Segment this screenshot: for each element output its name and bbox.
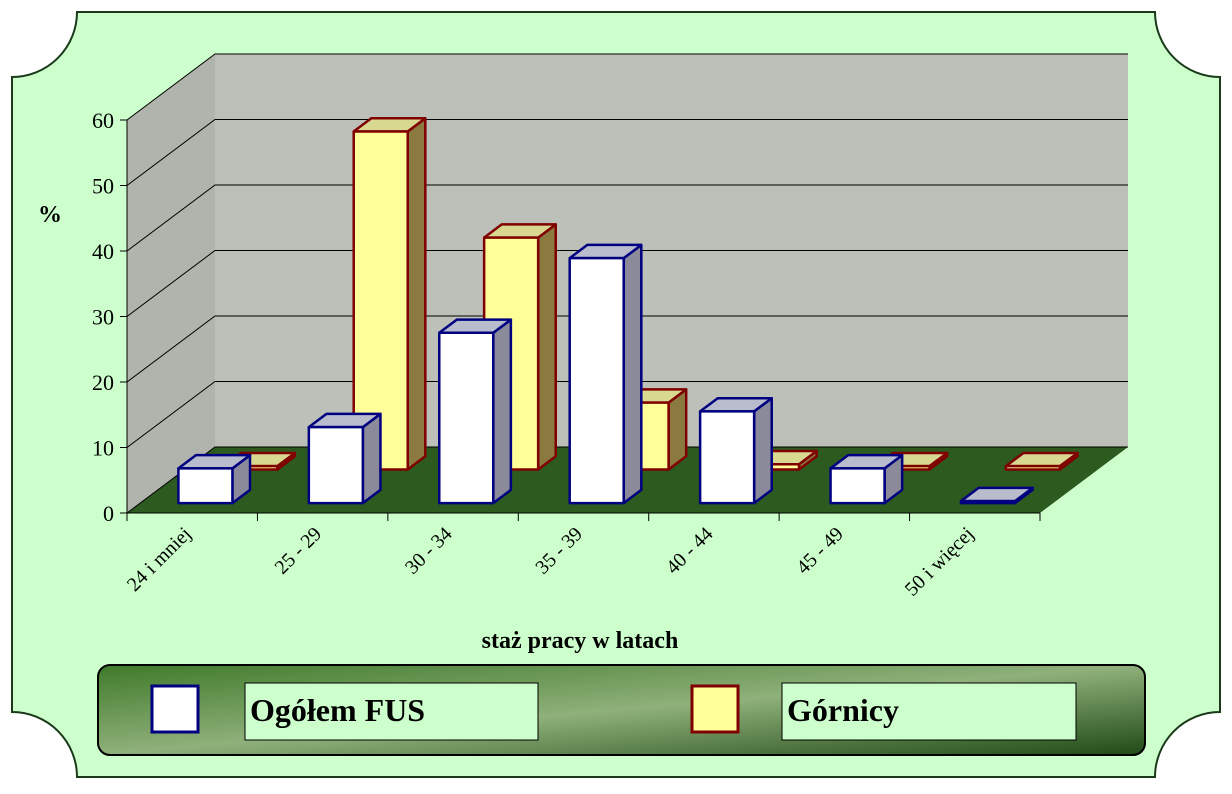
y-tick-label: 20	[92, 370, 114, 395]
grid-line	[126, 446, 1128, 514]
x-axis-title: staż pracy w latach	[482, 628, 679, 654]
legend-label-box	[781, 682, 1077, 741]
bar-side	[536, 223, 558, 471]
y-tick-label: 50	[92, 174, 114, 199]
bar-side	[361, 412, 382, 505]
legend-swatch	[690, 684, 740, 734]
y-tick-label: 10	[92, 436, 114, 461]
bar-side	[406, 117, 427, 471]
bar	[307, 412, 382, 505]
grid-line	[126, 315, 1128, 383]
legend-label: Górnicy	[787, 692, 899, 728]
grid-line	[126, 184, 1128, 252]
bar-side	[622, 243, 643, 505]
grid-line	[126, 53, 1128, 121]
bar-side	[752, 396, 773, 505]
legend-swatch	[150, 684, 200, 734]
bar	[177, 453, 252, 505]
y-axis-title: %	[38, 202, 62, 228]
bar	[438, 318, 513, 505]
legend-entries: Ogółem FUS Górnicy	[150, 682, 1077, 741]
bar-front	[307, 425, 365, 505]
bar-front	[568, 256, 625, 505]
y-tick-label: 30	[92, 305, 114, 330]
y-tick-label: 40	[92, 239, 114, 264]
bar-side	[492, 318, 513, 505]
bar	[829, 453, 904, 505]
legend-label-box	[244, 682, 539, 741]
bar-front	[829, 467, 886, 505]
bar	[1004, 451, 1079, 471]
bar-front	[959, 499, 1017, 505]
legend-label: Ogółem FUS	[250, 692, 425, 728]
bar	[698, 396, 773, 505]
bar-front	[438, 331, 495, 505]
bar-front	[1004, 464, 1062, 471]
grid-line	[126, 250, 1128, 317]
bar	[959, 486, 1034, 505]
bar	[568, 243, 643, 505]
bar-front	[698, 410, 756, 505]
grid-line	[126, 381, 1128, 448]
y-tick-label: 60	[92, 108, 114, 133]
y-tick-label: 0	[103, 501, 114, 526]
bar-front	[177, 467, 234, 505]
grid-line	[126, 119, 1128, 186]
